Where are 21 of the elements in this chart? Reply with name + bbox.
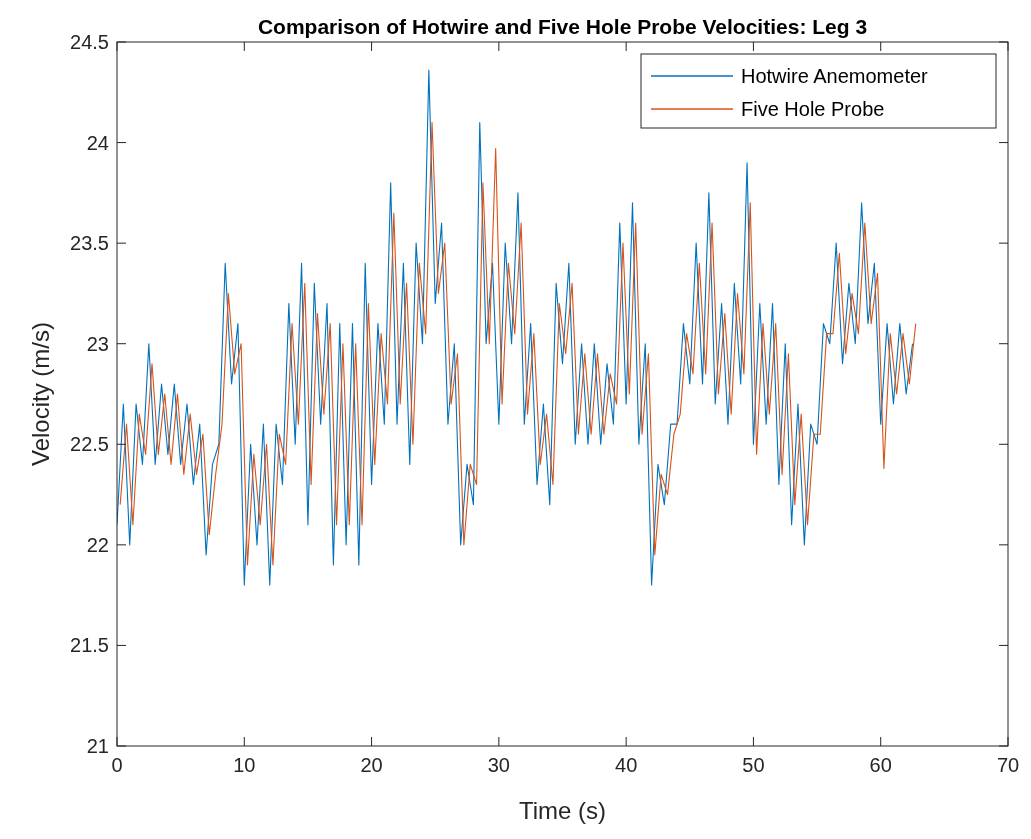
x-tick-label: 0 [111,754,123,776]
legend-label: Hotwire Anemometer [741,65,929,87]
y-tick-label: 23.5 [70,232,109,255]
y-tick-label: 24 [86,131,109,154]
y-tick-label: 23 [86,332,109,355]
legend-label: Five Hole Probe [741,98,885,120]
x-tick-label: 70 [996,754,1020,776]
x-tick-label: 50 [742,754,765,776]
y-tick-label: 24.5 [70,31,109,53]
x-axis-title: Time (s) [518,797,607,824]
x-tick-label: 60 [869,754,892,776]
x-tick-label: 30 [487,754,510,776]
chart-title: Comparison of Hotwire and Five Hole Probe Velocities: Leg 3 [257,15,868,38]
y-tick-label: 22 [86,533,109,556]
y-tick-label: 22.5 [70,433,109,456]
y-tick-label: 21.5 [70,634,109,657]
y-axis-title: Velocity (m/s) [27,321,54,467]
x-tick-label: 20 [360,754,383,776]
x-tick-label: 40 [615,754,638,776]
x-tick-label: 10 [233,754,256,776]
y-tick-label: 21 [86,735,109,757]
